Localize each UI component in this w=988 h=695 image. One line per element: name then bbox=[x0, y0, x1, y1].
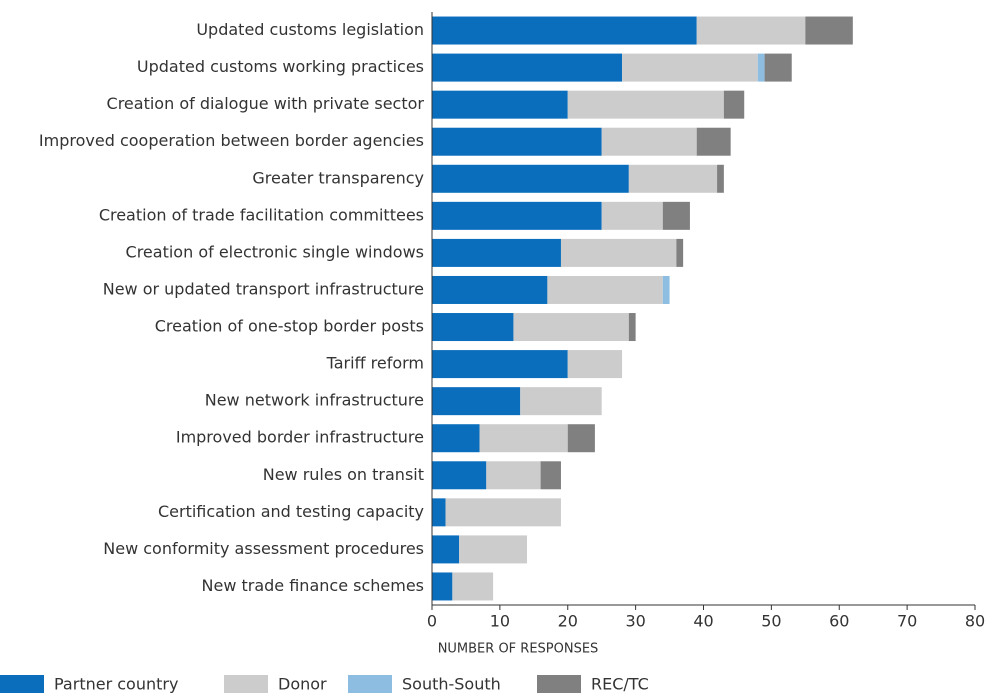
y-tick-label: Improved cooperation between border agen… bbox=[39, 131, 424, 150]
bar-segment bbox=[628, 313, 636, 342]
bar-segment bbox=[717, 164, 724, 193]
bar-segment bbox=[432, 313, 514, 342]
bar-segment bbox=[601, 201, 663, 230]
y-tick-label: New rules on transit bbox=[263, 465, 424, 484]
bar-segment bbox=[486, 461, 541, 490]
bar-segment bbox=[432, 535, 460, 564]
bar-segment bbox=[676, 238, 684, 267]
x-tick-label: 70 bbox=[897, 612, 917, 631]
legend-label: Partner country bbox=[54, 675, 178, 694]
bar-segment bbox=[567, 424, 595, 453]
bar-segment bbox=[560, 238, 677, 267]
x-tick-label: 60 bbox=[829, 612, 849, 631]
bar-segment bbox=[567, 350, 623, 379]
y-tick-label: New or updated transport infrastructure bbox=[103, 279, 424, 298]
bar-segment bbox=[601, 127, 697, 156]
x-axis-label: NUMBER OF RESPONSES bbox=[438, 642, 599, 657]
y-tick-label: New trade finance schemes bbox=[202, 576, 425, 595]
y-tick-label: Creation of trade facilitation committee… bbox=[99, 205, 424, 224]
x-tick-label: 80 bbox=[965, 612, 985, 631]
bar-segment bbox=[432, 127, 602, 156]
bar-segment bbox=[805, 16, 853, 45]
y-tick-label: Certification and testing capacity bbox=[158, 502, 424, 521]
x-tick-label: 10 bbox=[490, 612, 510, 631]
bar-segment bbox=[628, 164, 718, 193]
legend-swatch bbox=[0, 675, 44, 693]
y-tick-label: Tariff reform bbox=[326, 354, 424, 373]
bar-segment bbox=[662, 275, 670, 304]
bar-segment bbox=[662, 201, 690, 230]
bar-segment bbox=[432, 424, 480, 453]
y-tick-label: Creation of one-stop border posts bbox=[155, 317, 424, 336]
bar-segment bbox=[547, 275, 663, 304]
x-tick-label: 50 bbox=[761, 612, 781, 631]
bar-segment bbox=[540, 461, 561, 490]
bar-segment bbox=[757, 53, 765, 82]
legend-label: Donor bbox=[278, 675, 327, 694]
bar-segment bbox=[432, 201, 602, 230]
bar-segment bbox=[622, 53, 758, 82]
bar-segment bbox=[520, 387, 602, 416]
y-tick-label: Creation of electronic single windows bbox=[126, 242, 424, 261]
x-tick-label: 40 bbox=[693, 612, 713, 631]
legend-swatch bbox=[537, 675, 581, 693]
y-tick-label: Greater transparency bbox=[252, 168, 424, 187]
y-tick-label: Creation of dialogue with private sector bbox=[107, 94, 425, 113]
bar-segment bbox=[432, 90, 568, 119]
bar-segment bbox=[432, 238, 561, 267]
bar-segment bbox=[479, 424, 568, 453]
bar-segment bbox=[432, 53, 623, 82]
legend-swatch bbox=[224, 675, 268, 693]
x-tick-label: 20 bbox=[558, 612, 578, 631]
bar-segment bbox=[432, 275, 548, 304]
bar-segment bbox=[432, 572, 453, 601]
bar-segment bbox=[452, 572, 494, 601]
bar-segment bbox=[432, 350, 568, 379]
y-tick-label: Updated customs working practices bbox=[137, 57, 424, 76]
y-tick-label: Improved border infrastructure bbox=[176, 428, 424, 447]
bar-segment bbox=[432, 164, 629, 193]
legend-label: REC/TC bbox=[591, 675, 649, 694]
legend-label: South-South bbox=[402, 675, 501, 694]
bar-segment bbox=[567, 90, 724, 119]
bar-segment bbox=[445, 498, 561, 527]
legend-swatch bbox=[348, 675, 392, 693]
bar-segment bbox=[513, 313, 629, 342]
y-tick-label: Updated customs legislation bbox=[196, 20, 424, 39]
bar-segment bbox=[723, 90, 745, 119]
bar-segment bbox=[459, 535, 528, 564]
bar-segment bbox=[696, 16, 806, 45]
bar-segment bbox=[432, 387, 521, 416]
y-tick-label: New network infrastructure bbox=[205, 391, 424, 410]
bar-segment bbox=[432, 498, 446, 527]
bar-segment bbox=[432, 16, 697, 45]
x-tick-label: 30 bbox=[625, 612, 645, 631]
bar-segment bbox=[764, 53, 792, 82]
bar-segment bbox=[696, 127, 731, 156]
x-tick-label: 0 bbox=[427, 612, 437, 631]
y-tick-label: New conformity assessment procedures bbox=[103, 539, 424, 558]
bar-segment bbox=[432, 461, 487, 490]
